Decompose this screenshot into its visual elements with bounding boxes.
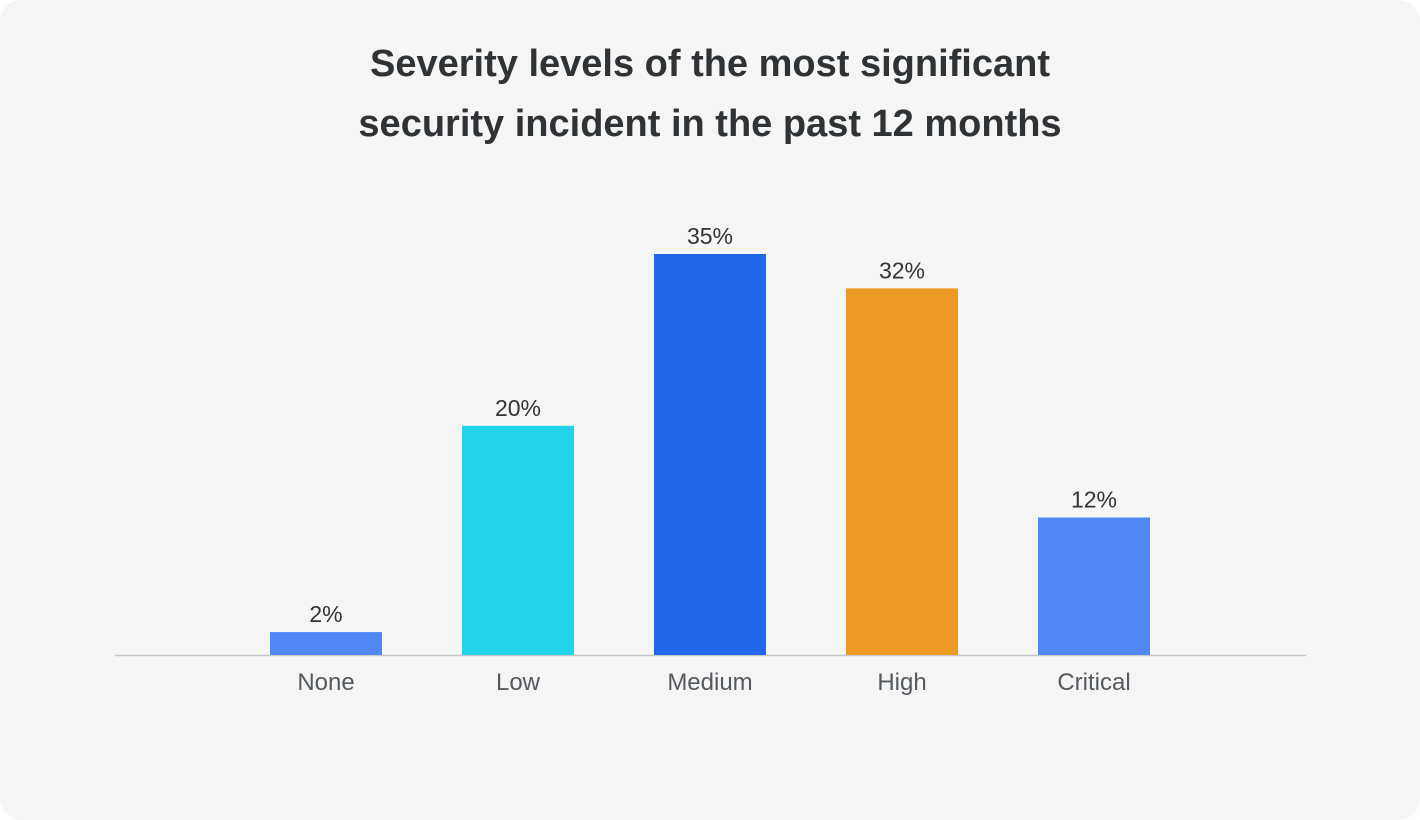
bar bbox=[654, 254, 766, 655]
x-tick-label: Medium bbox=[667, 669, 752, 696]
value-label: 20% bbox=[495, 395, 541, 421]
value-label: 35% bbox=[687, 223, 733, 249]
bar bbox=[270, 632, 382, 655]
x-tick-label: Critical bbox=[1057, 669, 1130, 696]
value-label: 2% bbox=[309, 601, 342, 627]
value-label: 32% bbox=[879, 257, 925, 283]
bar bbox=[462, 425, 574, 655]
x-tick-label: High bbox=[877, 669, 926, 696]
x-tick-label: Low bbox=[496, 669, 541, 696]
chart-title: security incident in the past 12 months bbox=[358, 103, 1061, 145]
x-tick-label: None bbox=[297, 669, 354, 696]
bar bbox=[846, 288, 958, 655]
bar bbox=[1038, 517, 1150, 655]
chart-title: Severity levels of the most significant bbox=[370, 43, 1050, 85]
value-label: 12% bbox=[1071, 487, 1117, 513]
